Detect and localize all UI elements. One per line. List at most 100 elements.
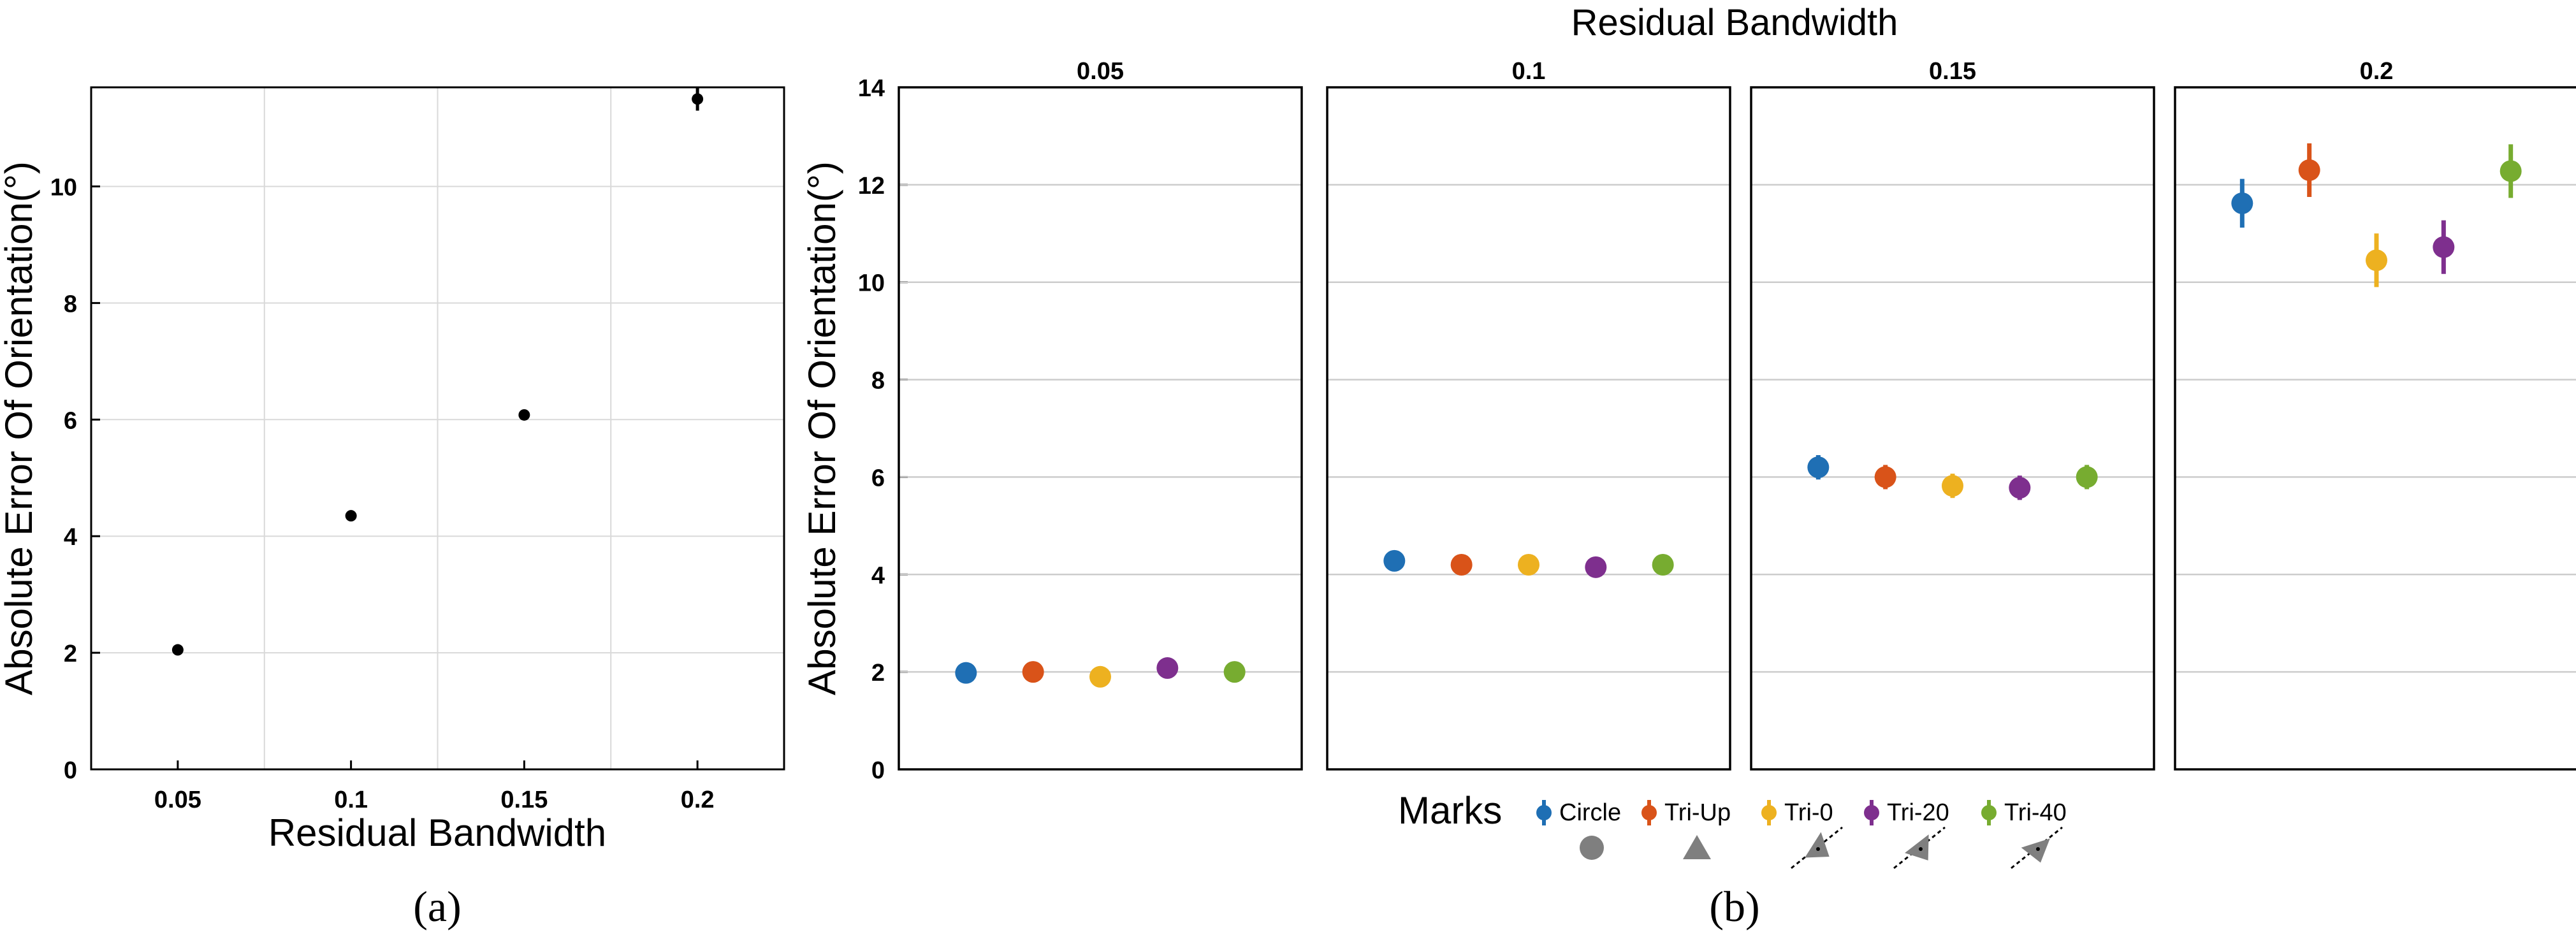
chart-a-point: [692, 93, 704, 105]
legend-item: Tri-40: [1981, 799, 2067, 826]
legend-key-dot: [1536, 805, 1552, 820]
glyph-triangle: [1905, 834, 1929, 861]
chart-b-title: Residual Bandwidth: [1571, 2, 1898, 43]
chart-a-points: [171, 87, 704, 656]
rotated-triangle-mark-glyph: [1893, 826, 1946, 869]
chart-a-y-label: Absolute Error Of Orientation(°): [0, 161, 40, 695]
legend-label: Tri-0: [1784, 799, 1833, 826]
series-point: [1942, 475, 1963, 497]
series-point: [1518, 554, 1539, 576]
glyph-triangle: [1805, 832, 1830, 858]
chart-b-y-tick-label: 14: [858, 75, 885, 102]
series-point: [1450, 554, 1473, 576]
facet-label: 0.05: [1077, 58, 1124, 85]
legend-glyphs: [1580, 826, 2063, 869]
triangle-mark-glyph: [1683, 835, 1711, 859]
chart-a-grid: [91, 87, 784, 769]
legend-label: Tri-40: [2004, 799, 2067, 826]
legend-label: Circle: [1559, 799, 1621, 826]
legend-key-dot: [1761, 805, 1777, 820]
facet-frame: [898, 86, 1303, 771]
chart-a-x-tick-label: 0.1: [334, 787, 368, 813]
glyph-center-dot: [2036, 847, 2040, 851]
chart-a-x-tick-label: 0.15: [500, 787, 548, 813]
legend-key-dot: [1864, 805, 1879, 820]
series-point: [2500, 160, 2522, 182]
series-point: [1156, 657, 1179, 679]
facet-panel: 0.15: [1750, 58, 2155, 771]
chart-a-x-tick-label: 0.2: [681, 787, 715, 813]
facet-frame: [1750, 86, 2155, 771]
chart-a-y-tick-label: 2: [64, 641, 77, 667]
chart-a-x-label: Residual Bandwidth: [268, 811, 606, 854]
series-point: [2433, 236, 2455, 258]
legend-item: Circle: [1536, 799, 1621, 826]
series-point: [1652, 554, 1674, 576]
series-point: [955, 662, 977, 684]
chart-b-y-tick-label: 4: [871, 562, 885, 589]
chart-a-point: [171, 644, 184, 656]
chart-b-facets: 0.05 0.1 0.15 0.2: [898, 58, 2576, 771]
caption-a: (a): [413, 882, 461, 931]
facet-panel: 0.2: [2174, 58, 2576, 771]
chart-b-y-tick-label: 10: [858, 270, 885, 297]
chart-a-x-tick-label: 0.05: [154, 787, 201, 813]
series-point: [2366, 249, 2387, 272]
chart-b-y-tick-label: 2: [871, 660, 885, 686]
legend-title: Marks: [1398, 789, 1502, 832]
facet-label: 0.2: [2360, 58, 2394, 85]
chart-b-y-tick-label: 8: [871, 368, 885, 395]
legend-item: Tri-Up: [1641, 799, 1731, 826]
chart-a-y-ticks: 0 2 4 6 8 10: [50, 174, 100, 784]
series-point: [2231, 192, 2253, 214]
chart-a-y-tick-label: 10: [50, 174, 77, 201]
series-point: [1807, 456, 1830, 479]
facet-label: 0.1: [1512, 58, 1546, 85]
legend-label: Tri-20: [1887, 799, 1949, 826]
facet-frame: [2174, 86, 2576, 771]
chart-b-legend: Marks Circle Tri-Up Tri-0 Tri-20 Tri-40: [1398, 789, 2067, 869]
legend-items: Circle Tri-Up Tri-0 Tri-20 Tri-40: [1536, 799, 2067, 826]
chart-a-y-tick-label: 8: [64, 291, 77, 317]
legend-key-dot: [1981, 805, 1997, 820]
caption-b: (b): [1709, 882, 1759, 931]
series-point: [1874, 466, 1896, 488]
chart-b-y-tick-label: 12: [858, 173, 885, 200]
rotated-triangle-mark-glyph: [1791, 826, 1843, 869]
glyph-triangle: [2021, 838, 2050, 863]
series-point: [1383, 549, 1406, 572]
series-point: [2298, 159, 2320, 181]
glyph-center-dot: [1816, 847, 1820, 851]
series-point: [1022, 661, 1044, 683]
series-point: [2009, 477, 2031, 499]
chart-a-plot-frame: [90, 86, 785, 771]
circle-mark-glyph: [1580, 836, 1604, 860]
chart-a-point: [345, 510, 357, 522]
series-point: [1223, 661, 1246, 683]
series-point: [2076, 466, 2098, 488]
chart-a-point: [518, 409, 530, 421]
chart-b-y-tick-label: 6: [871, 465, 885, 491]
chart-b-y-ticks: 0 2 4 6 8 10 12 14: [858, 75, 908, 784]
facet-label: 0.15: [1929, 58, 1976, 85]
facet-panel: 0.05: [898, 58, 1303, 771]
glyph-center-dot: [1919, 847, 1923, 851]
chart-a-y-tick-label: 4: [64, 524, 77, 551]
chart-a-x-ticks: 0.05 0.1 0.15 0.2: [154, 760, 715, 813]
chart-b-y-tick-label: 0: [871, 757, 885, 784]
chart-a-y-tick-label: 0: [64, 757, 77, 784]
chart-b-y-label: Absolute Error Of Orientation(°): [801, 161, 843, 695]
legend-label: Tri-Up: [1664, 799, 1731, 826]
legend-item: Tri-20: [1864, 799, 1949, 826]
legend-item: Tri-0: [1761, 799, 1833, 826]
legend-key-dot: [1641, 805, 1657, 820]
rotated-triangle-mark-glyph: [2011, 826, 2063, 869]
chart-b: Residual Bandwidth Absolute Error Of Ori…: [801, 2, 2576, 931]
facet-frame: [1326, 86, 1731, 771]
facet-panel: 0.1: [1326, 58, 1731, 771]
chart-a: 0 2 4 6 8 10 0.05 0.1 0.15 0.2 Residual Bandwidt…: [0, 86, 785, 931]
series-point: [1089, 665, 1111, 688]
series-point: [1585, 556, 1607, 578]
chart-a-y-tick-label: 6: [64, 407, 77, 434]
